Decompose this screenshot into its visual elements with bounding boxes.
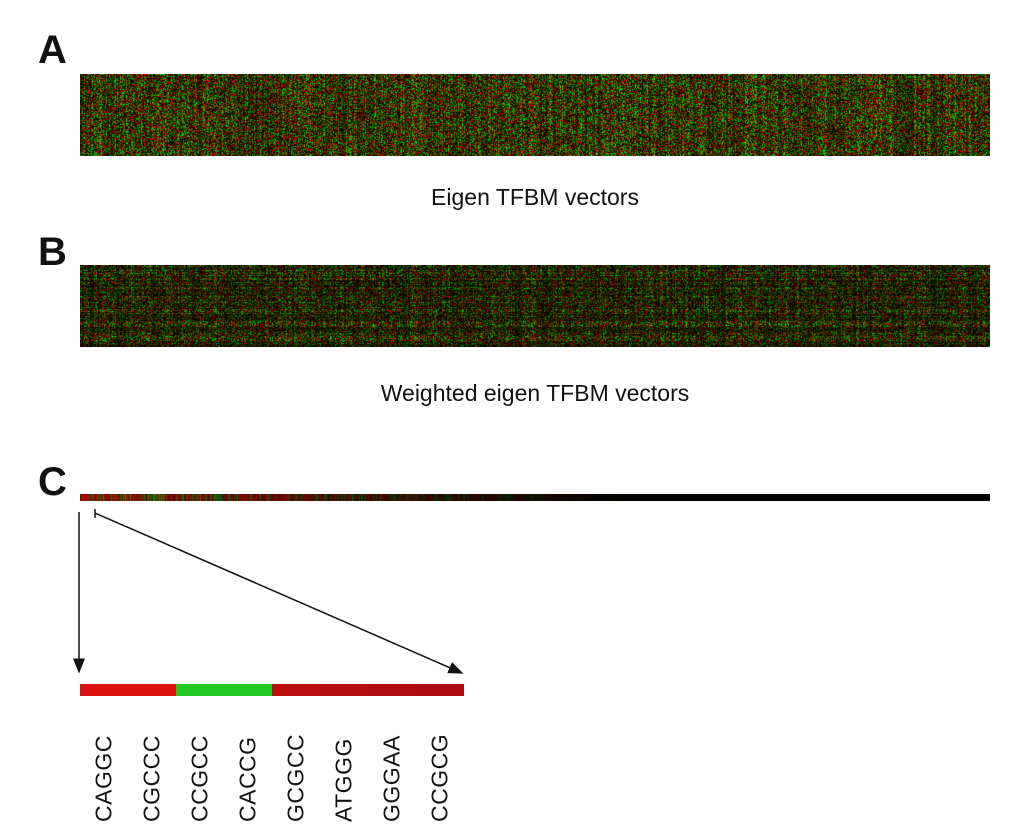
motif-label: CACCG xyxy=(234,736,261,822)
motif-label: CGCCC xyxy=(138,735,165,822)
zoom-segment xyxy=(224,684,272,696)
motif-label: GCGCC xyxy=(282,733,309,822)
motif-label: CAGGC xyxy=(90,735,117,822)
motif-label: CCGCC xyxy=(186,735,213,822)
zoom-segment xyxy=(416,684,464,696)
motif-label: GGGAA xyxy=(378,735,405,822)
zoom-arrow-right xyxy=(94,512,464,674)
motif-label: CCGCG xyxy=(426,733,453,822)
caption-eigen-vectors: Eigen TFBM vectors xyxy=(431,184,639,210)
zoomed-motif-strip xyxy=(80,684,464,696)
sorted-weight-bar xyxy=(80,494,990,501)
zoom-segment xyxy=(272,684,320,696)
zoom-segment xyxy=(128,684,176,696)
zoom-segment xyxy=(176,684,224,696)
panel-letter-a: A xyxy=(38,28,67,72)
heatmap-eigen-vectors xyxy=(80,74,990,156)
motif-label: ATGGG xyxy=(330,738,357,822)
zoom-segment xyxy=(368,684,416,696)
panel-letter-c: C xyxy=(38,460,67,504)
motif-labels: CAGGC CGCCC CCGCC CACCG GCGCC ATGGG GGGAA CCGCG xyxy=(80,712,464,822)
zoom-segment xyxy=(320,684,368,696)
zoom-segment xyxy=(80,684,128,696)
heatmap-weighted-eigen-vectors xyxy=(80,265,990,347)
caption-weighted-eigen-vectors: Weighted eigen TFBM vectors xyxy=(380,380,690,406)
panel-letter-b: B xyxy=(38,230,67,274)
